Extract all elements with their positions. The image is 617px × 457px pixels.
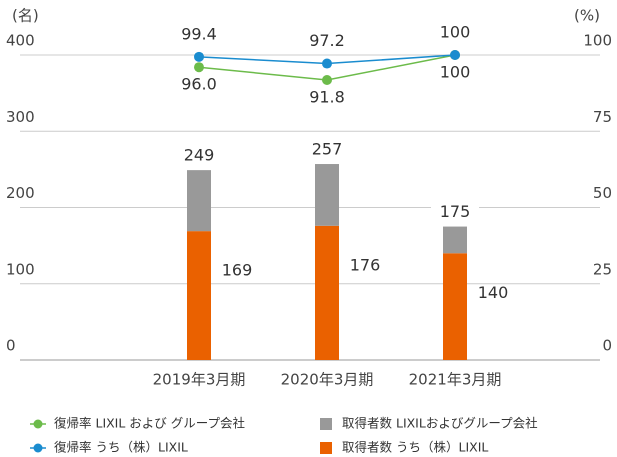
line-point	[450, 50, 460, 60]
line-value-label: 96.0	[181, 75, 217, 94]
y-unit: (名)	[12, 7, 39, 25]
y-tick-label: 100	[6, 260, 35, 278]
label-bg	[431, 202, 479, 223]
bar	[187, 170, 211, 232]
line-value-label: 100	[440, 23, 471, 42]
legend-label: 取得者数 LIXILおよびグループ会社	[342, 416, 538, 431]
total-label: 175	[440, 202, 471, 221]
bar	[315, 225, 339, 360]
bar-value-label: 140	[478, 283, 509, 302]
total-label: 257	[312, 140, 343, 159]
y2-tick-label: 100	[583, 32, 612, 50]
y-tick-label: 200	[6, 184, 35, 202]
y2-tick-label: 0	[602, 337, 612, 355]
y-tick-label: 0	[6, 337, 16, 355]
line-point	[322, 58, 332, 69]
legend-label: 復帰率 LIXIL および グループ会社	[54, 416, 245, 431]
line-value-label: 99.4	[181, 24, 217, 43]
y2-tick-label: 75	[593, 108, 612, 126]
y2-unit: (%)	[574, 7, 600, 25]
legend-dot	[33, 443, 43, 453]
x-tick-label: 2021年3月期	[409, 371, 502, 389]
bar	[443, 253, 467, 360]
legend-swatch	[320, 442, 332, 454]
y2-tick-label: 25	[593, 260, 612, 278]
x-tick-label: 2019年3月期	[153, 371, 246, 389]
bar	[443, 226, 467, 254]
bar	[187, 231, 211, 360]
x-tick-label: 2020年3月期	[281, 371, 374, 389]
line-point	[322, 75, 332, 86]
legend-label: 復帰率 うち（株）LIXIL	[54, 440, 188, 455]
label-bg	[175, 146, 223, 167]
legend-swatch	[320, 418, 332, 430]
line-point	[194, 51, 204, 62]
label-bg	[303, 140, 351, 161]
legend-label: 取得者数 うち（株）LIXIL	[342, 440, 488, 455]
y2-tick-label: 50	[593, 184, 612, 202]
bar-value-label: 176	[350, 255, 381, 274]
line-value-label: 91.8	[309, 88, 345, 107]
bar-value-label: 169	[222, 261, 253, 280]
y-tick-label: 300	[6, 108, 35, 126]
line-value-label: 100	[440, 63, 471, 82]
bar	[315, 164, 339, 226]
total-label: 249	[184, 146, 215, 165]
legend-dot	[33, 419, 43, 429]
y-tick-label: 400	[6, 32, 35, 50]
line-point	[194, 62, 204, 73]
line-value-label: 97.2	[309, 31, 345, 50]
